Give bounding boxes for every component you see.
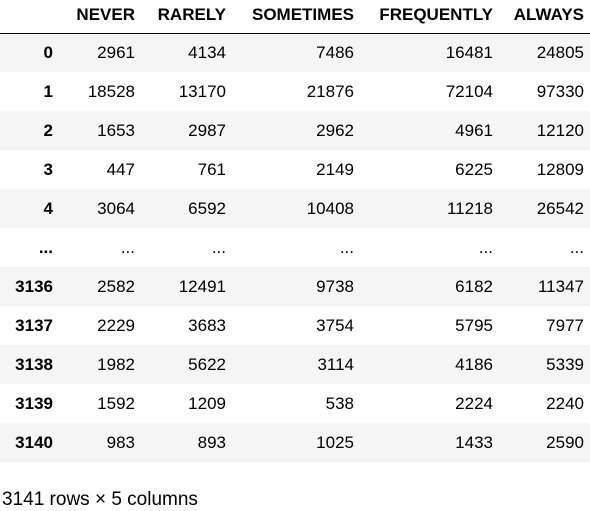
cell-never: ... bbox=[120, 237, 135, 257]
cell-frequently: ... bbox=[478, 237, 493, 257]
cell-rarely: ... bbox=[211, 237, 226, 257]
cell-rarely: 3683 bbox=[188, 315, 226, 335]
cell-frequently: 1433 bbox=[455, 432, 493, 452]
cell-sometimes: 21876 bbox=[306, 81, 354, 101]
index-header bbox=[0, 0, 61, 34]
ellipsis-row: .................. bbox=[0, 228, 590, 267]
cell-sometimes: 2962 bbox=[316, 120, 354, 140]
cell-sometimes: ... bbox=[339, 237, 354, 257]
cell-always: 2590 bbox=[546, 432, 584, 452]
row-index: 0 bbox=[43, 42, 53, 62]
cell-never: 2961 bbox=[97, 42, 135, 62]
column-header-never: NEVER bbox=[61, 0, 141, 34]
table-row: 4 3064 6592 10408 11218 26542 bbox=[0, 189, 590, 228]
table-row: 1 18528 13170 21876 72104 97330 bbox=[0, 72, 590, 111]
cell-rarely: 2987 bbox=[188, 120, 226, 140]
cell-never: 18528 bbox=[87, 81, 135, 101]
cell-sometimes: 538 bbox=[325, 393, 354, 413]
cell-rarely: 5622 bbox=[188, 354, 226, 374]
row-index: 3139 bbox=[15, 393, 53, 413]
cell-sometimes: 9738 bbox=[316, 276, 354, 296]
table-body: 0 2961 4134 7486 16481 24805 1 18528 13170 21876 7… bbox=[0, 33, 590, 462]
cell-sometimes: 3754 bbox=[316, 315, 354, 335]
row-index: 3137 bbox=[15, 315, 53, 335]
cell-always: 24805 bbox=[536, 42, 584, 62]
cell-rarely: 13170 bbox=[178, 81, 226, 101]
column-header-rarely: RARELY bbox=[141, 0, 232, 34]
table-row: 2 1653 2987 2962 4961 12120 bbox=[0, 111, 590, 150]
cell-never: 983 bbox=[106, 432, 135, 452]
cell-rarely: 6592 bbox=[188, 198, 226, 218]
cell-sometimes: 10408 bbox=[306, 198, 354, 218]
cell-rarely: 893 bbox=[197, 432, 226, 452]
header-row: NEVER RARELY SOMETIMES FREQUENTLY ALWAYS bbox=[0, 0, 590, 34]
cell-sometimes: 2149 bbox=[316, 159, 354, 179]
cell-never: 1982 bbox=[97, 354, 135, 374]
table-row: 3139 1592 1209 538 2224 2240 bbox=[0, 384, 590, 423]
row-index: 3140 bbox=[15, 432, 53, 452]
column-header-always: ALWAYS bbox=[499, 0, 590, 34]
cell-rarely: 4134 bbox=[188, 42, 226, 62]
row-index: 1 bbox=[43, 81, 53, 101]
cell-always: 12120 bbox=[536, 120, 584, 140]
cell-frequently: 72104 bbox=[445, 81, 493, 101]
cell-never: 3064 bbox=[97, 198, 135, 218]
cell-rarely: 1209 bbox=[188, 393, 226, 413]
cell-never: 2229 bbox=[97, 315, 135, 335]
column-header-frequently: FREQUENTLY bbox=[360, 0, 499, 34]
cell-always: 97330 bbox=[536, 81, 584, 101]
cell-never: 1592 bbox=[97, 393, 135, 413]
dataframe-table: NEVER RARELY SOMETIMES FREQUENTLY ALWAYS… bbox=[0, 0, 590, 462]
dataframe-output: NEVER RARELY SOMETIMES FREQUENTLY ALWAYS… bbox=[0, 0, 590, 462]
row-index: ... bbox=[38, 237, 53, 257]
row-index: 3138 bbox=[15, 354, 53, 374]
column-header-sometimes: SOMETIMES bbox=[232, 0, 360, 34]
cell-always: 12809 bbox=[536, 159, 584, 179]
cell-frequently: 4186 bbox=[455, 354, 493, 374]
row-index: 2 bbox=[43, 120, 53, 140]
cell-always: 26542 bbox=[536, 198, 584, 218]
cell-sometimes: 3114 bbox=[317, 354, 354, 374]
cell-frequently: 4961 bbox=[455, 120, 493, 140]
cell-always: ... bbox=[569, 237, 584, 257]
cell-frequently: 5795 bbox=[455, 315, 493, 335]
table-row: 3138 1982 5622 3114 4186 5339 bbox=[0, 345, 590, 384]
row-index: 4 bbox=[43, 198, 53, 218]
cell-always: 7977 bbox=[546, 315, 584, 335]
cell-frequently: 6182 bbox=[455, 276, 493, 296]
cell-frequently: 11218 bbox=[446, 198, 493, 218]
dataframe-shape-caption: 3141 rows × 5 columns bbox=[2, 489, 198, 510]
cell-frequently: 2224 bbox=[455, 393, 493, 413]
table-row: 3140 983 893 1025 1433 2590 bbox=[0, 423, 590, 462]
cell-frequently: 6225 bbox=[455, 159, 493, 179]
cell-always: 5339 bbox=[546, 354, 584, 374]
cell-always: 11347 bbox=[537, 276, 584, 296]
cell-rarely: 12491 bbox=[178, 276, 226, 296]
table-row: 3136 2582 12491 9738 6182 11347 bbox=[0, 267, 590, 306]
cell-sometimes: 1025 bbox=[316, 432, 354, 452]
table-header: NEVER RARELY SOMETIMES FREQUENTLY ALWAYS bbox=[0, 0, 590, 34]
table-row: 3137 2229 3683 3754 5795 7977 bbox=[0, 306, 590, 345]
row-index: 3136 bbox=[15, 276, 53, 296]
cell-always: 2240 bbox=[546, 393, 584, 413]
cell-rarely: 761 bbox=[197, 159, 226, 179]
table-row: 0 2961 4134 7486 16481 24805 bbox=[0, 33, 590, 72]
table-row: 3 447 761 2149 6225 12809 bbox=[0, 150, 590, 189]
cell-sometimes: 7486 bbox=[316, 42, 354, 62]
cell-never: 2582 bbox=[97, 276, 135, 296]
cell-never: 1653 bbox=[97, 120, 135, 140]
cell-frequently: 16481 bbox=[445, 42, 493, 62]
row-index: 3 bbox=[43, 159, 53, 179]
cell-never: 447 bbox=[106, 159, 135, 179]
